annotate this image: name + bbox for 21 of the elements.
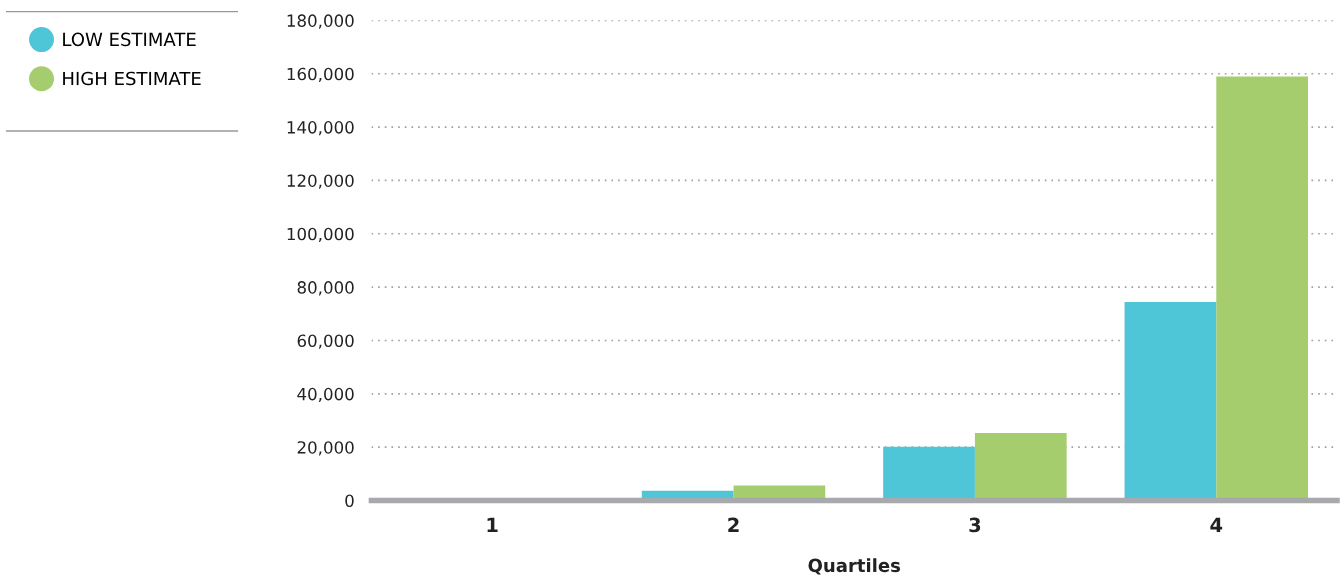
y-tick-label: 20,000	[297, 441, 354, 456]
x-tick-label: 4	[1210, 517, 1223, 532]
y-tick-label: 100,000	[287, 227, 354, 243]
y-tick-label: 40,000	[297, 387, 354, 403]
y-tick-label: 160,000	[287, 67, 354, 82]
x-axis-title: Quartiles	[808, 558, 901, 575]
x-tick-label: 3	[969, 517, 981, 533]
bar	[1216, 76, 1309, 501]
y-tick-label: 80,000	[297, 281, 354, 296]
bar	[974, 433, 1067, 501]
y-tick-label: 140,000	[287, 121, 354, 136]
y-tick-label: 180,000	[287, 14, 354, 29]
x-tick-label: 1	[487, 517, 498, 532]
legend-label: LOW ESTIMATE	[63, 32, 196, 47]
y-tick-label: 120,000	[287, 174, 354, 189]
bar	[883, 446, 975, 501]
y-tick-label: 0	[345, 494, 354, 508]
x-tick-label: 2	[728, 517, 739, 532]
y-tick-label: 60,000	[297, 334, 354, 349]
bar	[1124, 302, 1217, 501]
legend-label: HIGH ESTIMATE	[63, 71, 201, 86]
